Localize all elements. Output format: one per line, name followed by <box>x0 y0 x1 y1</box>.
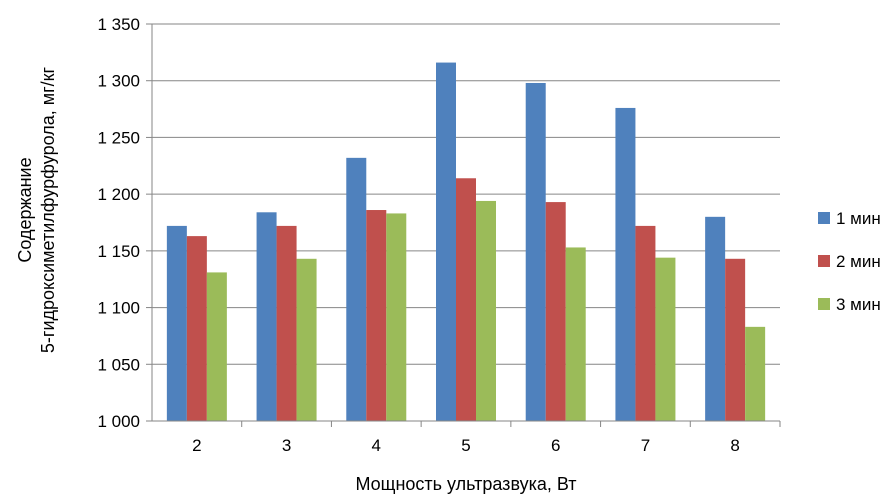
bar-series-3-cat-3 <box>296 258 317 421</box>
bar-series-3-cat-8 <box>745 326 766 421</box>
x-tick-label: 7 <box>641 436 650 455</box>
y-tick-labels: 1 000 1 050 1 100 1 150 1 200 1 250 1 300 1 350 <box>97 15 140 431</box>
legend-swatch-2 <box>818 255 830 267</box>
y-tick-label: 1 250 <box>97 128 140 147</box>
bar-series-3-cat-5 <box>476 200 496 421</box>
bar-series-2-cat-2 <box>186 236 207 421</box>
legend-label-2: 2 мин <box>836 252 881 271</box>
y-axis-title-line-2: 5-гидроксиметилфурфурола, мг/кг <box>38 66 58 353</box>
y-tick-label: 1 150 <box>97 242 140 261</box>
bar-series-2-cat-7 <box>635 225 656 421</box>
bar-series-1-cat-8 <box>705 216 726 421</box>
bar-series-2-cat-3 <box>276 225 297 421</box>
y-tick-label: 1 100 <box>97 299 140 318</box>
bar-series-1-cat-6 <box>525 82 546 422</box>
y-tick-label: 1 200 <box>97 185 140 204</box>
y-tick-label: 1 000 <box>97 412 140 431</box>
bar-series-3-cat-7 <box>655 257 676 421</box>
bar-series-3-cat-2 <box>206 272 227 421</box>
legend-label-3: 3 мин <box>836 295 881 314</box>
legend-swatch-1 <box>818 212 830 224</box>
y-tick-label: 1 300 <box>97 72 140 91</box>
bar-series-2-cat-5 <box>456 178 476 421</box>
x-tick-label: 2 <box>192 436 201 455</box>
bar-series-2-cat-8 <box>725 258 746 421</box>
x-tick-label: 8 <box>730 436 739 455</box>
legend-swatch-3 <box>818 298 830 310</box>
legend: 1 мин 2 мин 3 мин <box>818 209 881 314</box>
x-tick-labels: 2 3 4 5 6 7 8 <box>192 421 781 455</box>
y-tick-label: 1 350 <box>97 15 140 34</box>
bar-series-2-cat-4 <box>366 210 387 421</box>
bar-series-1-cat-3 <box>256 212 277 421</box>
x-tick-label: 5 <box>461 436 470 455</box>
bar-series-3-cat-4 <box>386 213 407 421</box>
bar-series-2-cat-6 <box>545 202 566 421</box>
bars <box>166 62 766 422</box>
x-tick-label: 6 <box>551 436 560 455</box>
bar-series-1-cat-7 <box>615 107 636 422</box>
bar-series-3-cat-6 <box>565 247 586 421</box>
y-axis-title-line-1: Содержание <box>15 157 35 262</box>
bar-series-1-cat-4 <box>346 157 367 422</box>
x-axis-title: Мощность ультразвука, Вт <box>355 474 576 494</box>
legend-label-1: 1 мин <box>836 209 881 228</box>
x-tick-label: 4 <box>372 436 381 455</box>
bar-series-1-cat-5 <box>436 62 456 422</box>
axes <box>151 24 780 422</box>
y-tick-label: 1 050 <box>97 355 140 374</box>
bar-series-1-cat-2 <box>166 225 187 421</box>
x-tick-label: 3 <box>282 436 291 455</box>
